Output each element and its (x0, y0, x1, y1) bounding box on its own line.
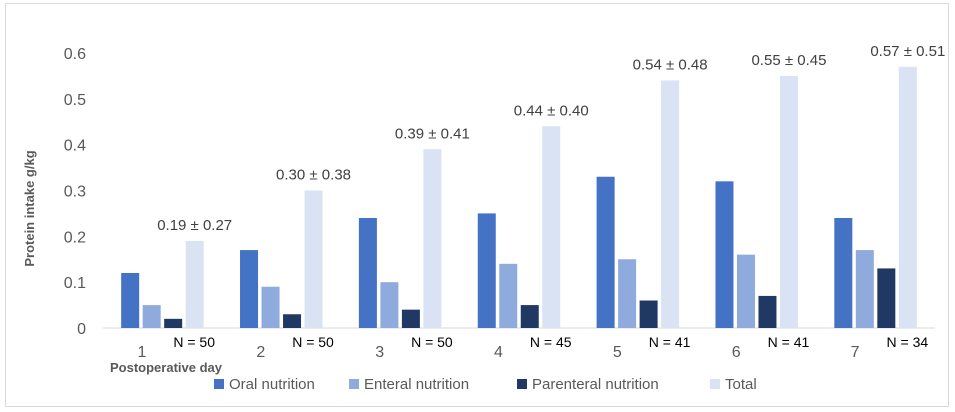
legend-swatch-enteral-nutrition (349, 379, 359, 389)
x-category-label: 4 (494, 344, 503, 361)
sample-size-label: N = 50 (173, 334, 215, 350)
bar-total (185, 240, 204, 328)
sample-size-label: N = 41 (768, 334, 810, 350)
total-data-label: 0.30 ± 0.38 (276, 167, 351, 184)
legend-label-total: Total (725, 376, 757, 393)
y-tick-label: 0.6 (64, 46, 86, 63)
bar-oral-nutrition (834, 218, 853, 328)
x-category-label: 5 (613, 344, 622, 361)
legend-swatch-oral-nutrition (214, 379, 224, 389)
bar-oral-nutrition (715, 181, 734, 328)
legend: Oral nutrition Enteral nutrition Parentera… (214, 376, 757, 393)
bar-oral-nutrition (358, 218, 377, 328)
bar-enteral-nutrition (142, 305, 161, 328)
bar-enteral-nutrition (855, 250, 874, 328)
chart-frame (5, 3, 949, 407)
bar-total (898, 66, 917, 328)
total-data-label: 0.19 ± 0.27 (157, 217, 232, 234)
sample-size-label: N = 41 (649, 334, 691, 350)
bar-parenteral-nutrition (639, 300, 658, 328)
bar-total (304, 190, 323, 328)
bar-enteral-nutrition (261, 286, 280, 328)
y-tick-label: 0.3 (64, 184, 86, 201)
bar-enteral-nutrition (380, 282, 399, 328)
x-category-label: 7 (851, 344, 860, 361)
x-category-label: 1 (137, 344, 146, 361)
legend-swatch-parenteral-nutrition (517, 379, 527, 389)
bar-enteral-nutrition (736, 254, 755, 328)
bar-oral-nutrition (121, 273, 140, 328)
x-category-label: 6 (732, 344, 741, 361)
total-data-label: 0.39 ± 0.41 (395, 125, 470, 142)
sample-size-label: N = 34 (887, 334, 929, 350)
y-tick-label: 0 (77, 321, 86, 338)
bar-oral-nutrition (240, 250, 259, 328)
sample-size-label: N = 45 (530, 334, 572, 350)
sample-size-labels: N = 50 N = 50 N = 50 N = 45 N = 41 N = 41 N = … (173, 334, 928, 350)
total-data-label: 0.55 ± 0.45 (751, 52, 826, 69)
total-data-label: 0.54 ± 0.48 (633, 57, 708, 74)
x-axis-categories: 1 2 3 4 5 6 7 (137, 344, 859, 361)
bar-total (423, 149, 442, 328)
bar-oral-nutrition (596, 176, 615, 328)
x-category-label: 2 (256, 344, 265, 361)
bar-parenteral-nutrition (520, 305, 539, 328)
legend-label-parenteral-nutrition: Parenteral nutrition (532, 376, 659, 393)
bar-parenteral-nutrition (283, 314, 302, 328)
total-data-label: 0.57 ± 0.51 (870, 43, 945, 60)
y-tick-label: 0.5 (64, 92, 86, 109)
legend-label-oral-nutrition: Oral nutrition (229, 376, 315, 393)
bar-parenteral-nutrition (877, 268, 896, 328)
legend-label-enteral-nutrition: Enteral nutrition (364, 376, 469, 393)
bar-total (779, 75, 798, 329)
bar-parenteral-nutrition (401, 309, 420, 328)
x-axis-title: Postoperative day (110, 360, 223, 375)
bar-enteral-nutrition (499, 263, 518, 328)
x-category-label: 3 (375, 344, 384, 361)
bar-parenteral-nutrition (164, 318, 183, 328)
y-axis-ticks: 0 0.1 0.2 0.3 0.4 0.5 0.6 (64, 46, 86, 338)
bar-enteral-nutrition (618, 259, 637, 328)
bars (121, 66, 917, 329)
sample-size-label: N = 50 (292, 334, 334, 350)
y-tick-label: 0.4 (64, 138, 86, 155)
legend-swatch-total (710, 379, 720, 389)
total-data-label: 0.44 ± 0.40 (514, 102, 589, 119)
y-axis-title: Protein intake g/kg (22, 150, 37, 266)
sample-size-label: N = 50 (411, 334, 453, 350)
y-tick-label: 0.1 (64, 275, 86, 292)
bar-oral-nutrition (477, 213, 496, 328)
bar-total (542, 126, 561, 328)
bar-parenteral-nutrition (758, 295, 777, 328)
total-labels: 0.19 ± 0.27 0.30 ± 0.38 0.39 ± 0.41 0.44 ± … (157, 43, 945, 234)
y-tick-label: 0.2 (64, 229, 86, 246)
bar-total (661, 80, 680, 328)
